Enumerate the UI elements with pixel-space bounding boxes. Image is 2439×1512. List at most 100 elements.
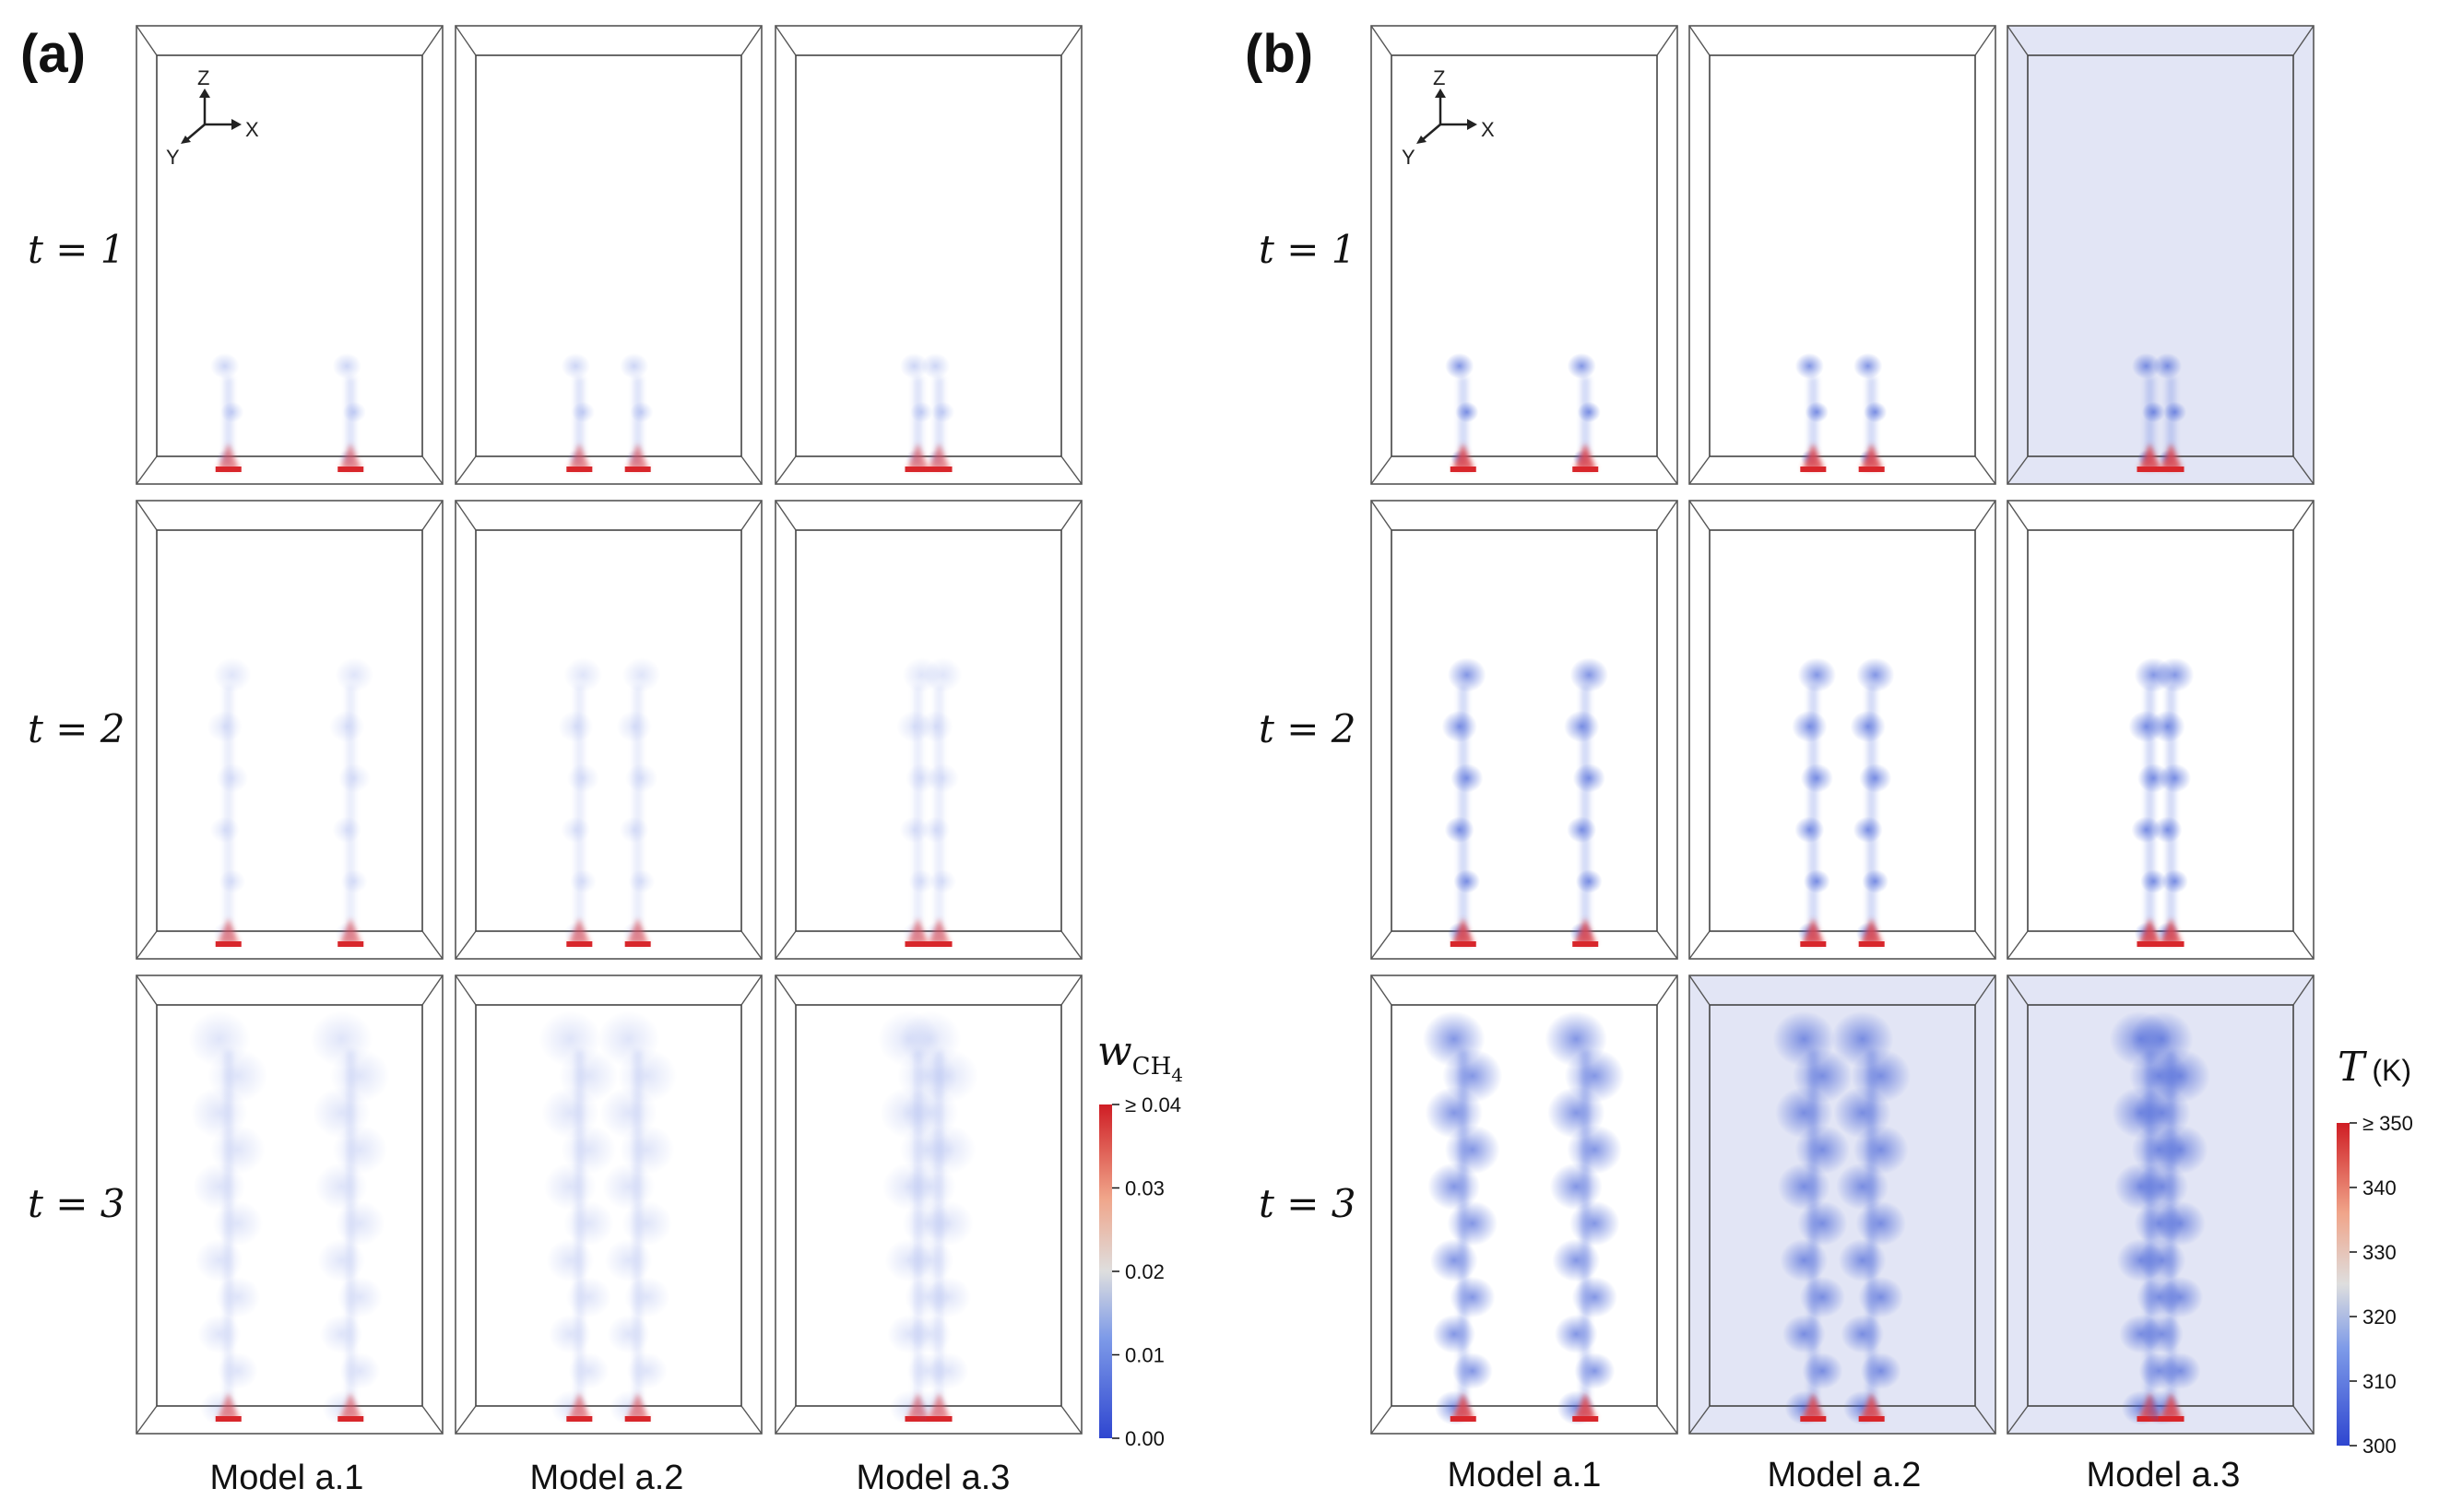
y-axis-label-b: Y: [1402, 146, 1415, 169]
plume-stem: [574, 377, 585, 469]
panel-a-colorbar: wCH4 ≥ 0.04 0.03 0.02 0.01 0.00: [1097, 1028, 1183, 1450]
plume: [1850, 657, 1895, 947]
plume-puff: [193, 1163, 246, 1211]
domain-box: [136, 500, 444, 960]
box-corner-edge: [1060, 975, 1083, 1006]
panel-a-time-labels: t = 1 t = 2 t = 3: [28, 227, 125, 1226]
plume: [207, 657, 252, 947]
plume-puff: [1799, 1276, 1846, 1318]
plume-puff: [918, 710, 953, 743]
box-corner-edge: [1688, 1405, 1711, 1435]
box-corner-edge: [455, 500, 477, 531]
plume-puff: [215, 1276, 261, 1318]
plume-stem: [346, 377, 356, 469]
box-corner-edge: [1974, 500, 1996, 531]
plume-puff: [2131, 816, 2161, 844]
plume-puff: [187, 1010, 251, 1068]
box-corner-edge: [775, 455, 797, 485]
box-corner-edge: [421, 500, 444, 531]
colorbar-b-title: T (K): [2338, 1044, 2411, 1091]
plume-puff: [2130, 1010, 2194, 1068]
inlet-hot-core: [1860, 918, 1883, 944]
box-corner-edge: [421, 25, 444, 56]
box-corner-edge: [1688, 25, 1711, 56]
box-corner-edge: [775, 500, 797, 531]
plume-puff: [926, 763, 960, 793]
box-inner-edge: [156, 529, 423, 932]
plume-puff: [623, 1276, 670, 1318]
z-axis-label-b: Z: [1433, 66, 1445, 89]
plume-stem: [934, 686, 944, 944]
plume-puff: [2141, 401, 2166, 423]
plume-puff: [1838, 1238, 1887, 1282]
plume-puff: [1567, 816, 1597, 844]
plume-puff: [2162, 401, 2187, 423]
plume-puff: [1554, 1314, 1598, 1354]
inlet-nozzle: [2158, 941, 2184, 947]
box-corner-edge: [136, 455, 158, 485]
plume: [539, 1010, 619, 1425]
box-outer-edge: [1688, 25, 1996, 485]
inlet-nozzle: [2137, 941, 2163, 947]
plume-puff: [1574, 1353, 1616, 1389]
plume-puff: [622, 657, 661, 692]
panel-b-time-3: t = 3: [1259, 1181, 1356, 1226]
domain-box: [136, 25, 444, 485]
cell-b-t2-model3: [2007, 500, 2315, 960]
plume-stem: [1581, 377, 1591, 469]
box-corner-edge: [421, 975, 444, 1006]
plume-puff: [903, 1163, 957, 1211]
domain-box: [1688, 25, 1996, 485]
cell-a-t1-model2: [455, 25, 763, 485]
inlet-nozzle: [926, 467, 953, 472]
plume-stem: [1458, 377, 1468, 469]
plume-puff: [607, 1314, 651, 1354]
plume-puff: [332, 352, 361, 380]
panel-a-model-3: Model a.3: [857, 1459, 1011, 1497]
plume-puff: [539, 1010, 602, 1068]
plume-puff: [1830, 1010, 1894, 1068]
plume: [1772, 1010, 1853, 1425]
plume-stem: [1808, 686, 1818, 944]
plume-puff: [923, 1200, 974, 1246]
box-corner-edge: [1060, 500, 1083, 531]
box-corner-edge: [1688, 455, 1711, 485]
plume-puff: [561, 352, 590, 380]
plume-puff: [2157, 1276, 2204, 1318]
inlet-hot-core: [626, 918, 649, 944]
plume-puff: [1455, 401, 1479, 423]
plume: [210, 352, 244, 472]
plume-puff: [1836, 1163, 1889, 1211]
plume: [1792, 657, 1837, 947]
plume-puff: [220, 401, 244, 423]
plume-puff: [1429, 1238, 1478, 1282]
panel-a-model-labels: Model a.1 Model a.2 Model a.3: [210, 1459, 1011, 1497]
box-corner-edge: [1974, 25, 1996, 56]
inlet-nozzle: [1800, 467, 1827, 472]
plume-puff: [2158, 763, 2192, 793]
panel-b-time-2: t = 2: [1259, 706, 1356, 751]
plume-puff: [899, 816, 929, 844]
box-corner-edge: [740, 975, 763, 1006]
plume-puff: [616, 710, 652, 743]
inlet-nozzle: [566, 1416, 593, 1422]
box-corner-edge: [1370, 455, 1392, 485]
plume-puff: [1441, 710, 1477, 743]
plume-puff: [604, 1238, 653, 1282]
box-inner-edge: [795, 54, 1062, 457]
plume-puff: [1450, 763, 1484, 793]
cell-a-t3-model3: [775, 975, 1083, 1435]
plume-stem: [223, 377, 233, 469]
plume: [616, 657, 661, 947]
box-corner-edge: [1370, 500, 1392, 531]
plume: [332, 352, 366, 472]
box-corner-edge: [1656, 975, 1678, 1006]
plume-puff: [1447, 1200, 1498, 1246]
box-corner-edge: [2007, 1405, 2029, 1435]
inlet-nozzle: [2158, 1416, 2184, 1422]
panel-a-time-1: t = 1: [28, 227, 125, 272]
box-corner-edge: [2292, 975, 2315, 1006]
inlet-nozzle: [1572, 467, 1599, 472]
plume-puff: [340, 869, 368, 893]
inlet-hot-core: [2138, 918, 2161, 944]
